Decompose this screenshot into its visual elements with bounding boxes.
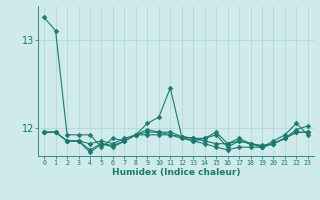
X-axis label: Humidex (Indice chaleur): Humidex (Indice chaleur) [112,168,240,177]
